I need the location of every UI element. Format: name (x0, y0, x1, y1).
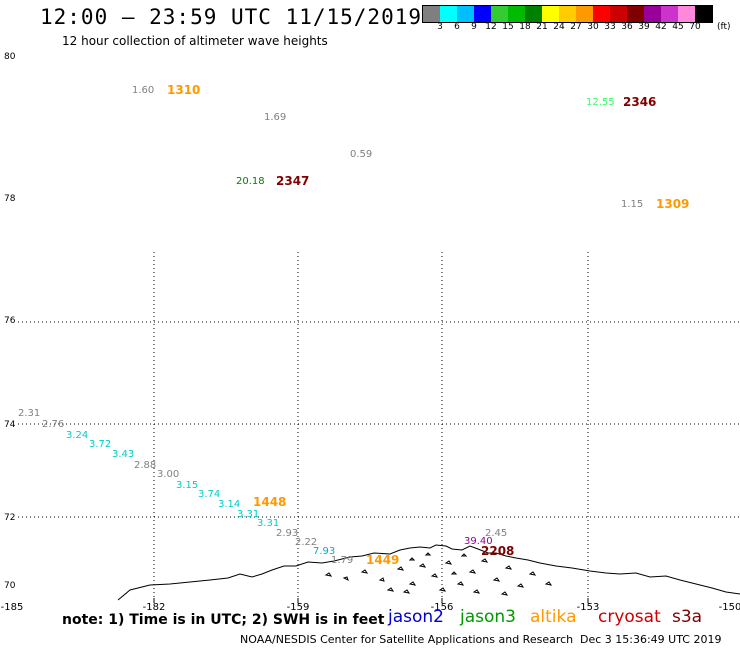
colorbar-tick-label: 3 (437, 22, 443, 32)
obs-label: 3.72 (89, 439, 111, 450)
obs-label: 2.76 (42, 419, 64, 430)
colorbar-swatch (576, 6, 593, 22)
colorbar-swatch (525, 6, 542, 22)
legend-s3a: s3a (672, 607, 703, 627)
colorbar-swatch (661, 6, 678, 22)
footnote: note: 1) Time is in UTC; 2) SWH is in fe… (62, 612, 385, 628)
longitude-labels: -185 -182 -159 -156 -153 -150 (1, 602, 740, 613)
colorbar-tick-label: 15 (502, 22, 514, 32)
legend-cryosat: cryosat (598, 607, 661, 627)
obs-label: 1.69 (264, 112, 286, 123)
colorbar-tick-label: 45 (672, 22, 684, 32)
footer-timestamp: Dec 3 15:36:49 UTC 2019 (580, 633, 722, 646)
lon-label: -182 (143, 602, 166, 613)
colorbar-tick-label: 27 (570, 22, 582, 32)
colorbar-tick-label: 70 (689, 22, 701, 32)
colorbar-swatch (559, 6, 576, 22)
colorbar-tick-label: 33 (604, 22, 616, 32)
obs-label: 1310 (167, 83, 200, 97)
legend-altika: altika (530, 607, 577, 627)
colorbar-swatch (474, 6, 491, 22)
legend-jason3: jason3 (460, 607, 516, 627)
obs-label: 3.24 (66, 430, 88, 441)
lon-label: -150 (719, 602, 740, 613)
lon-label: -185 (1, 602, 24, 613)
lat-label: 78 (4, 194, 16, 204)
obs-label: 3.00 (157, 469, 179, 480)
obs-label: 3.74 (198, 489, 220, 500)
map-subtitle: 12 hour collection of altimeter wave hei… (62, 34, 328, 48)
colorbar-swatch (593, 6, 610, 22)
colorbar-swatch (491, 6, 508, 22)
colorbar-unit: (ft) (717, 22, 731, 32)
lat-label: 72 (4, 513, 15, 523)
obs-label: 2.45 (485, 528, 507, 539)
colorbar-tick-label: 42 (655, 22, 667, 32)
obs-label: 2.31 (18, 408, 40, 419)
obs-label: 3.15 (176, 480, 198, 491)
obs-label: 1449 (366, 553, 399, 567)
obs-label: 2.88 (134, 460, 156, 471)
colorbar-swatch (695, 6, 712, 22)
map-title: 12:00 – 23:59 UTC 11/15/2019 (40, 5, 423, 29)
colorbar-swatch (457, 6, 474, 22)
obs-label: 2.22 (295, 537, 317, 548)
obs-label: 20.18 (236, 176, 265, 187)
obs-label: 39.40 (464, 536, 493, 547)
obs-label: 3.31 (237, 509, 259, 520)
colorbar-tick-label: 30 (587, 22, 599, 32)
obs-label: 1448 (253, 495, 286, 509)
obs-label: 3.31 (257, 518, 279, 529)
lat-label: 80 (4, 52, 16, 62)
obs-label: 2347 (276, 174, 309, 188)
colorbar-tick-label: 12 (485, 22, 497, 32)
legend-jason2: jason2 (388, 607, 444, 627)
colorbar-swatch (508, 6, 525, 22)
colorbar-swatch (610, 6, 627, 22)
colorbar-tick-label: 9 (471, 22, 477, 32)
colorbar-tick-label: 6 (454, 22, 460, 32)
footer-organization: NOAA/NESDIS Center for Satellite Applica… (240, 633, 574, 646)
obs-label: 2208 (481, 544, 514, 558)
obs-label: 1.79 (331, 555, 353, 566)
gridlines (18, 252, 740, 600)
obs-label: 2346 (623, 95, 656, 109)
ticks (153, 598, 589, 603)
obs-label: 3.14 (218, 499, 240, 510)
lat-label: 74 (4, 420, 16, 430)
arctic-islands (324, 552, 553, 596)
lat-label: 70 (4, 581, 16, 591)
wave-height-colorbar (422, 5, 713, 23)
colorbar-swatch (423, 6, 440, 22)
colorbar-tick-label: 36 (621, 22, 633, 32)
obs-label: 1309 (656, 197, 689, 211)
obs-label: 1.60 (132, 85, 154, 96)
lon-label: -153 (577, 602, 600, 613)
obs-label: 3.43 (112, 449, 134, 460)
colorbar-swatch (542, 6, 559, 22)
colorbar-tick-label: 24 (553, 22, 565, 32)
alaska-coastline (117, 544, 740, 601)
obs-label: 2.93 (276, 528, 298, 539)
obs-label: 7.93 (313, 546, 335, 557)
colorbar-swatch (678, 6, 695, 22)
obs-label: 12.55 (586, 97, 615, 108)
colorbar-tick-label: 21 (536, 22, 548, 32)
lon-label: -159 (287, 602, 310, 613)
colorbar-swatch (627, 6, 644, 22)
colorbar-tick-label: 39 (638, 22, 650, 32)
obs-label: 0.59 (350, 149, 372, 160)
obs-label: 1.15 (621, 199, 643, 210)
colorbar-swatch (644, 6, 661, 22)
wave-height-observations: 1.60 1310 1.69 12.55 2346 0.59 20.18 234… (18, 83, 689, 567)
lon-label: -156 (431, 602, 454, 613)
lat-label: 76 (4, 316, 16, 326)
colorbar-tick-label: 18 (519, 22, 531, 32)
latitude-labels: 80 78 76 74 72 70 (4, 52, 16, 591)
colorbar-swatch (440, 6, 457, 22)
